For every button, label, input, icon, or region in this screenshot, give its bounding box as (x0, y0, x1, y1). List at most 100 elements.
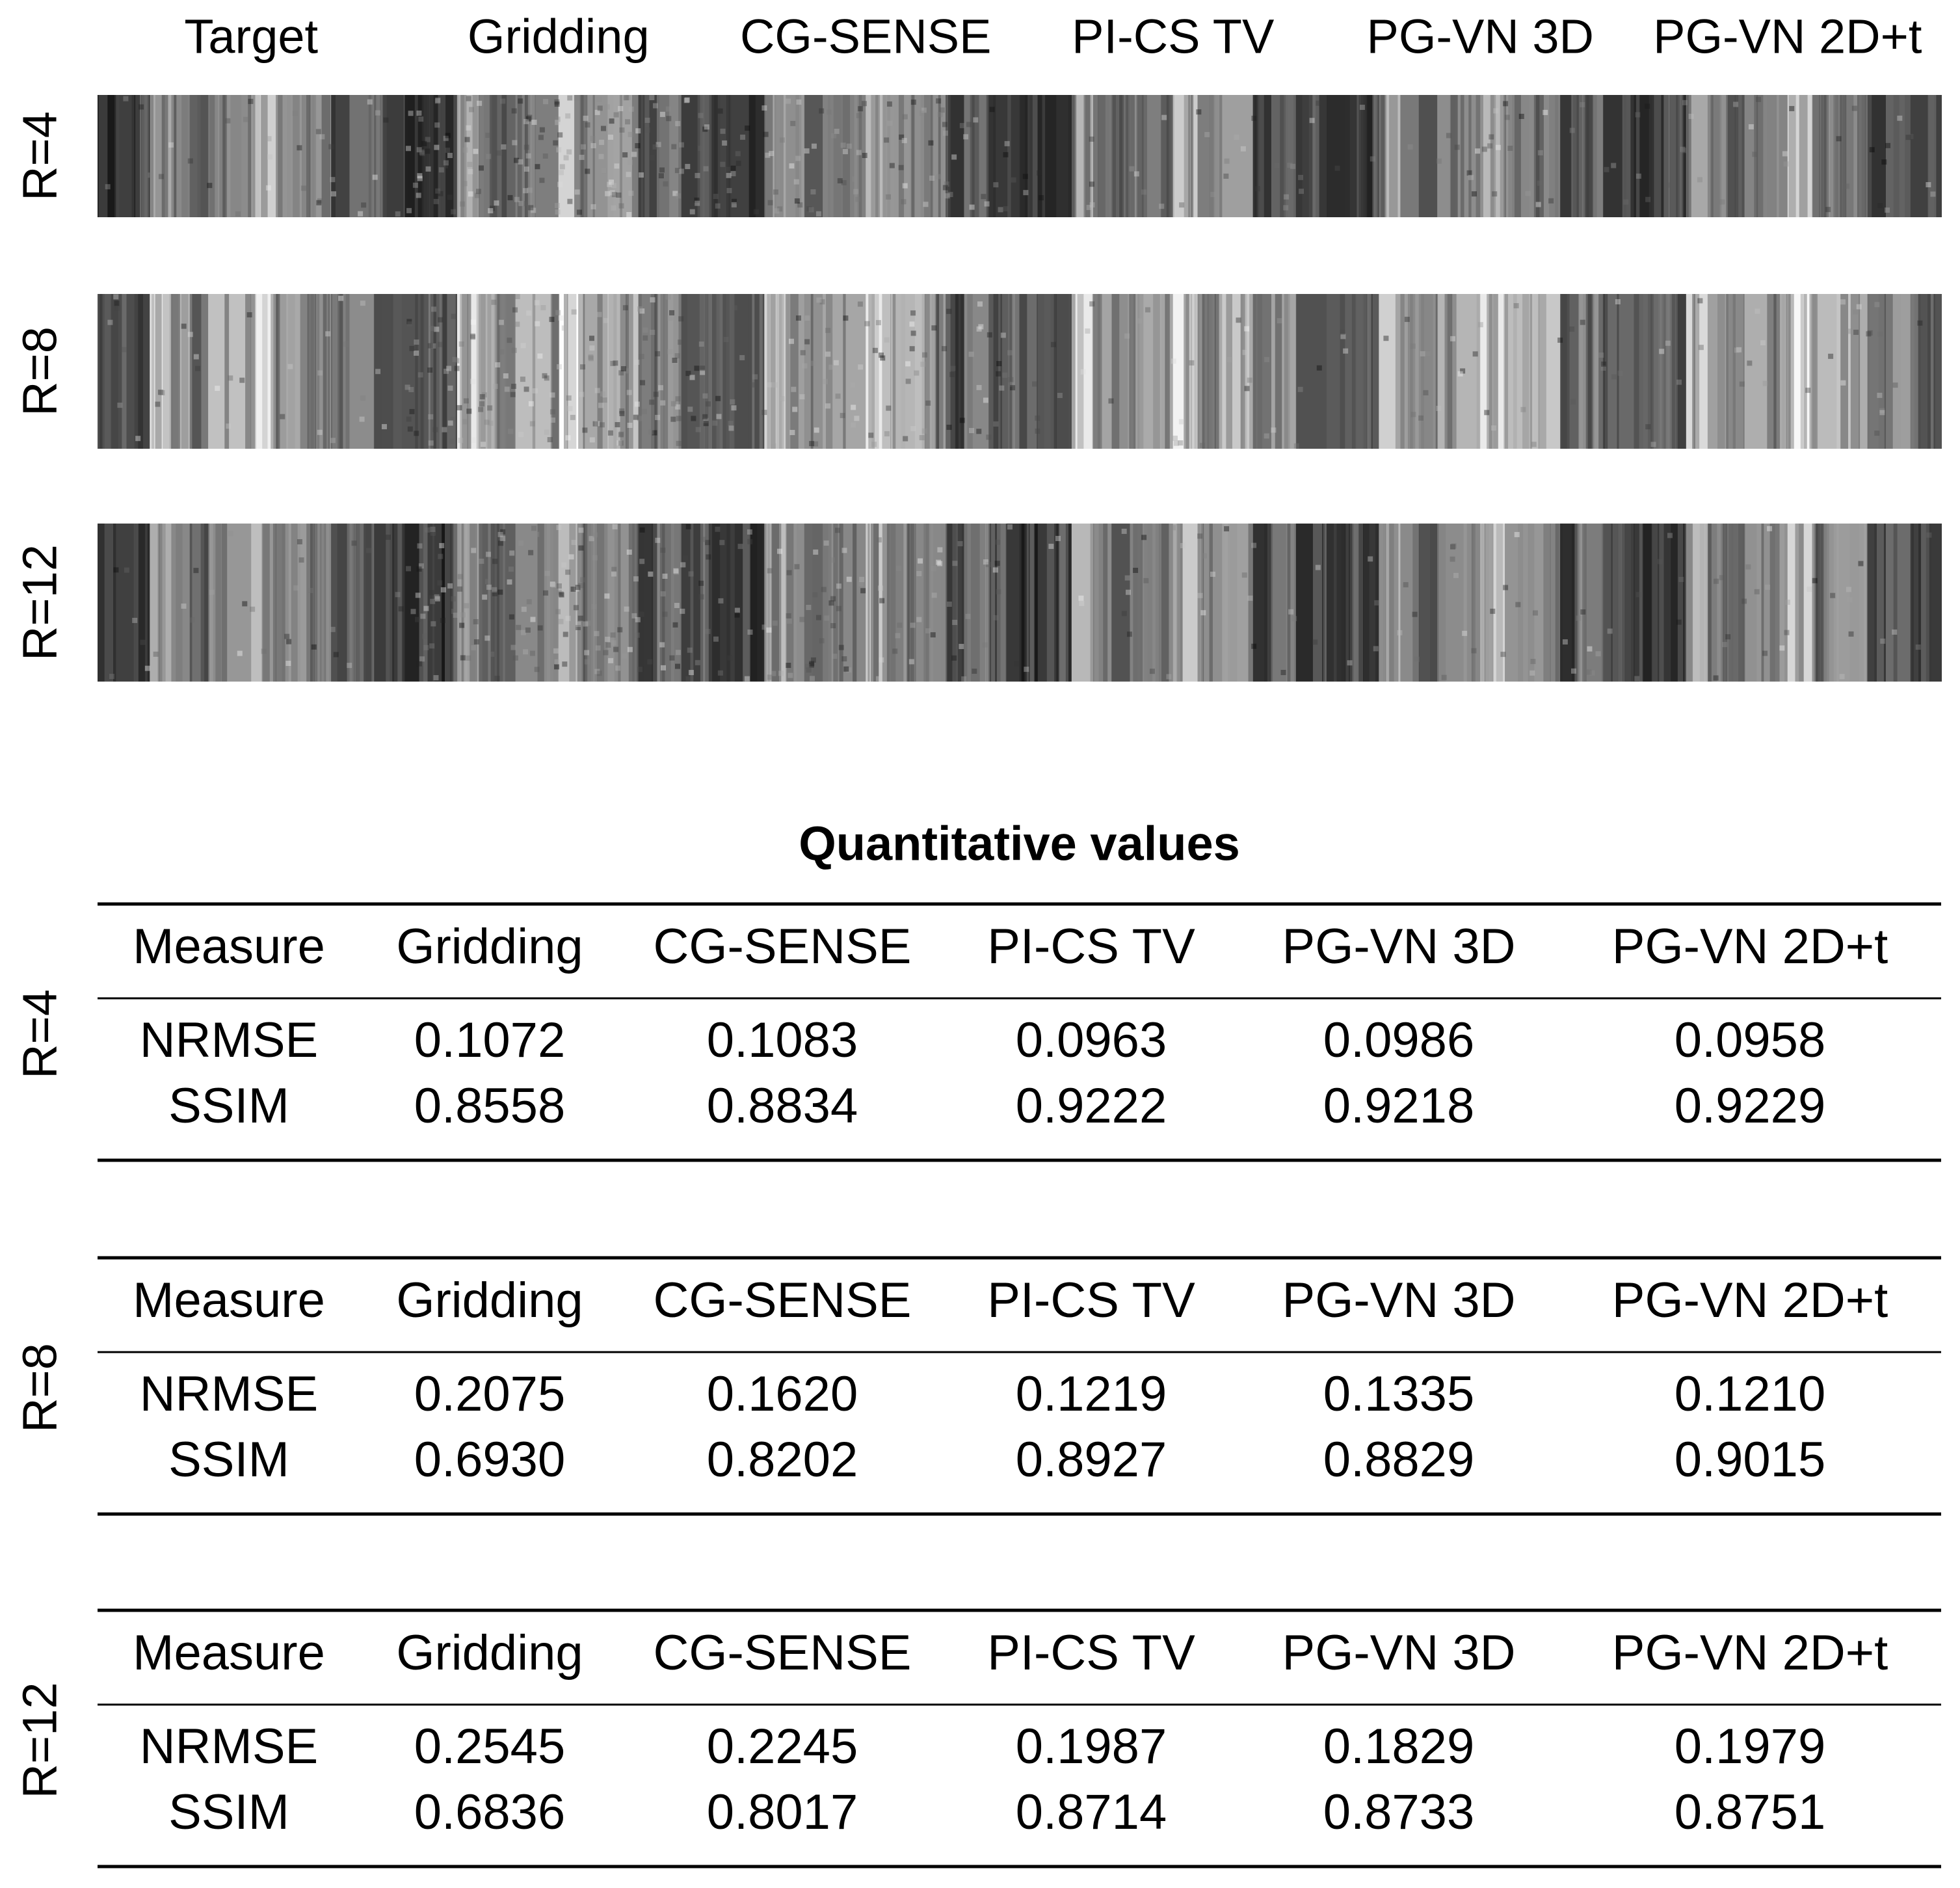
noise (1762, 650, 1768, 656)
stripe (988, 524, 1020, 682)
noise (613, 360, 618, 366)
stripe-detail (222, 95, 226, 217)
stripe-detail (924, 95, 933, 217)
noise (107, 319, 113, 325)
noise (851, 422, 856, 428)
noise (1050, 341, 1056, 347)
stripe-detail (1375, 95, 1385, 217)
column-header: Measure (133, 1625, 325, 1681)
stripe-detail (204, 524, 209, 682)
noise (1171, 358, 1176, 364)
noise (705, 401, 711, 407)
stripe-detail (776, 294, 782, 449)
stripe-detail (1202, 294, 1210, 449)
noise (702, 126, 708, 132)
column-header: Gridding (468, 10, 650, 64)
noise (1667, 182, 1673, 188)
stripe-detail (1586, 95, 1593, 217)
stripe (1671, 95, 1687, 217)
stripe-detail (772, 524, 782, 682)
noise (1403, 582, 1409, 588)
noise (1915, 644, 1921, 650)
noise (443, 160, 449, 166)
stripe (712, 294, 732, 449)
stripe (1379, 294, 1401, 449)
noise (1420, 351, 1425, 357)
noise (105, 184, 111, 190)
stripe-detail (1000, 294, 1009, 449)
stripe-detail (530, 95, 535, 217)
noise (789, 163, 795, 169)
noise (1309, 118, 1315, 124)
noise (674, 602, 680, 608)
stripe (423, 524, 443, 682)
noise (889, 163, 895, 168)
noise (942, 130, 948, 136)
noise (566, 395, 572, 401)
stripe-detail (1254, 95, 1260, 217)
noise (588, 356, 594, 362)
noise (813, 441, 819, 447)
column-header: Target (184, 10, 318, 64)
stripe-detail (910, 95, 914, 217)
stripe-detail (1367, 294, 1371, 449)
stripe-detail (1587, 294, 1595, 449)
noise (635, 128, 641, 134)
noise (1562, 639, 1568, 645)
noise (550, 409, 555, 415)
noise (698, 113, 704, 118)
noise (836, 583, 841, 589)
stripe-detail (1460, 95, 1464, 217)
stripe-detail (98, 95, 108, 217)
stripe-detail (111, 294, 118, 449)
noise (641, 408, 647, 414)
noise (1504, 114, 1510, 120)
noise (266, 136, 272, 142)
stripe-detail (1407, 294, 1416, 449)
stripe-detail (1184, 95, 1191, 217)
noise (1287, 163, 1293, 168)
noise (901, 199, 907, 205)
stripe-detail (1835, 95, 1844, 217)
stripe-detail (192, 294, 202, 449)
noise (792, 406, 798, 412)
noise (457, 574, 463, 579)
stripe (1707, 95, 1727, 217)
noise (135, 436, 141, 442)
noise (812, 592, 818, 598)
table-cell: 0.2245 (707, 1719, 858, 1774)
stripe-detail (1535, 95, 1544, 217)
stripe-detail (1735, 95, 1742, 217)
stripe-detail (454, 294, 457, 449)
table-title: Quantitative values (799, 817, 1240, 871)
stripe-detail (569, 524, 576, 682)
noise (695, 427, 701, 432)
noise (1178, 419, 1184, 425)
noise (558, 315, 564, 321)
stripe-detail (1585, 95, 1593, 217)
stripe-detail (419, 524, 428, 682)
stripe (1634, 95, 1653, 217)
noise (828, 600, 834, 606)
noise (763, 131, 769, 137)
stripe-detail (1029, 524, 1035, 682)
noise (292, 111, 298, 116)
noise (799, 394, 805, 400)
noise (518, 159, 523, 165)
stripe-detail (1710, 95, 1714, 217)
stripe (251, 294, 277, 449)
stripe-detail (1275, 294, 1282, 449)
noise (556, 147, 562, 153)
noise (361, 202, 367, 208)
noise (1003, 152, 1009, 157)
noise (144, 665, 150, 671)
noise (887, 120, 893, 126)
noise (1782, 151, 1788, 157)
noise (667, 349, 673, 354)
noise (450, 416, 456, 422)
noise (1197, 533, 1203, 539)
stripe (98, 524, 117, 682)
noise (501, 144, 507, 150)
noise (772, 620, 778, 626)
noise (704, 124, 709, 130)
